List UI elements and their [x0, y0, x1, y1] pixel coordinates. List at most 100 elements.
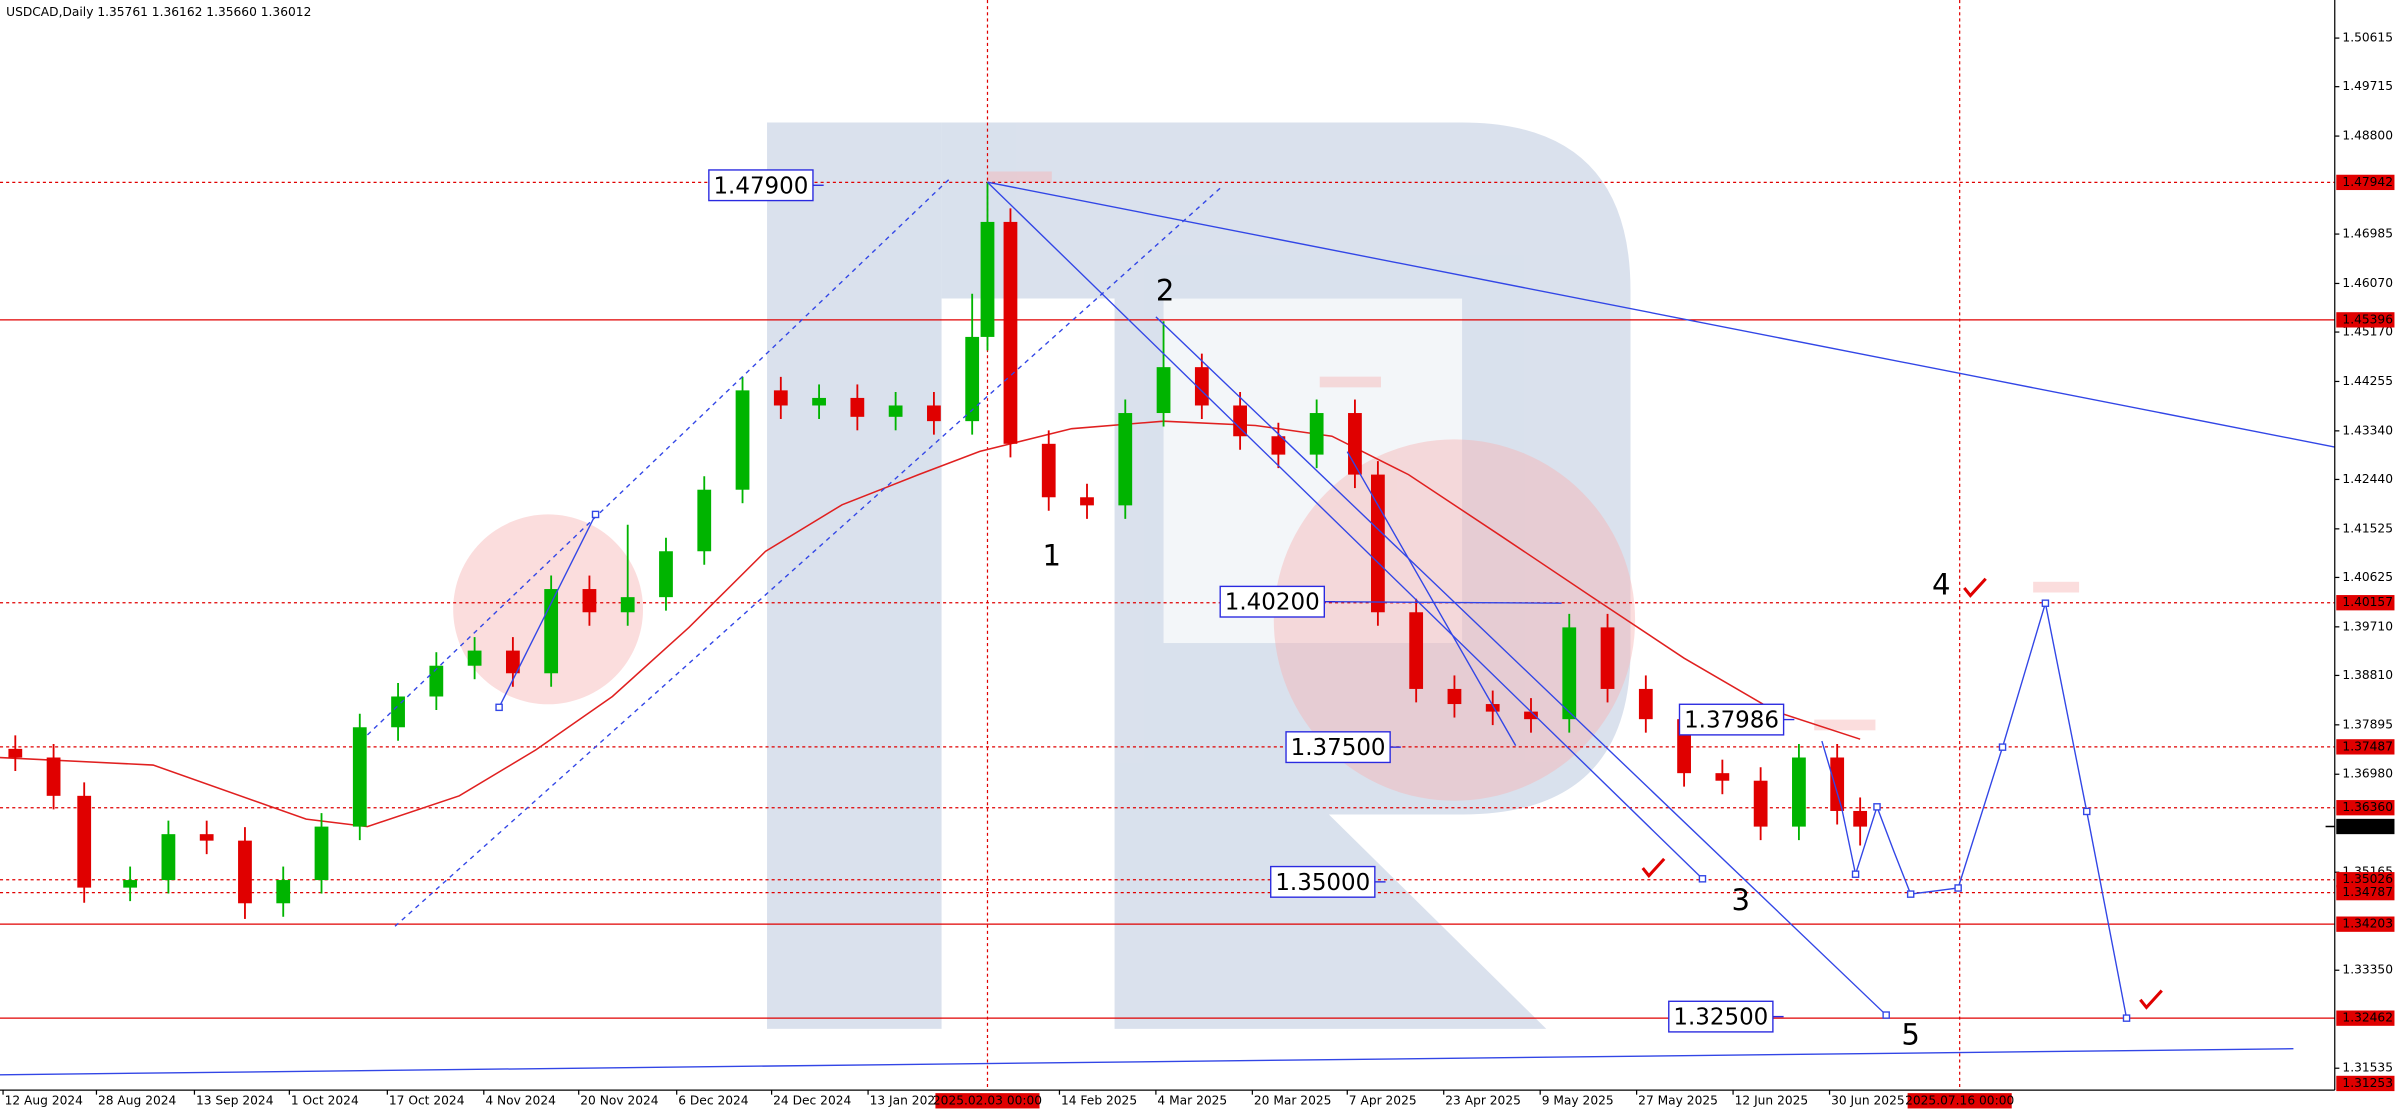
level-price-label: 1.34787 — [2342, 885, 2393, 899]
y-tick-label: 1.31535 — [2342, 1061, 2393, 1075]
y-tick-label: 1.45170 — [2342, 325, 2393, 339]
y-tick-label: 1.50615 — [2342, 31, 2393, 45]
y-tick-label: 1.43340 — [2342, 423, 2393, 437]
chart-header: USDCAD,Daily 1.35761 1.36162 1.35660 1.3… — [6, 5, 311, 19]
x-tick-label: 17 Oct 2024 — [389, 1093, 465, 1107]
y-tick-label: 1.40625 — [2342, 570, 2393, 584]
y-tick-label: 1.49715 — [2342, 79, 2393, 93]
x-tick-label: 13 Jan 2025 — [870, 1093, 943, 1107]
candle-body — [123, 880, 138, 888]
y-tick-label: 1.37895 — [2342, 717, 2393, 731]
check-mark — [2139, 989, 2163, 1010]
candle-body — [199, 834, 214, 841]
candle-body — [505, 650, 520, 674]
candle-body — [46, 757, 61, 796]
logo-mark — [2033, 581, 2080, 593]
y-tick-label: 1.38810 — [2342, 668, 2393, 682]
candle-body — [1194, 367, 1209, 406]
candle-body — [314, 826, 329, 881]
wave-label: 4 — [1932, 567, 1951, 601]
candle-body — [1409, 612, 1424, 689]
candle-body — [1447, 688, 1462, 705]
level-price-box — [2336, 800, 2395, 816]
candle-body — [1715, 773, 1730, 781]
annotation-box — [708, 169, 814, 202]
candle-body — [1524, 711, 1538, 720]
trend-line — [1346, 451, 1517, 746]
annotation-label: 1.40200 — [1225, 590, 1320, 616]
x-tick-label: 1 Oct 2024 — [291, 1093, 359, 1107]
x-tick-label: 14 Feb 2025 — [1061, 1093, 1137, 1107]
wave-label: 1 — [1043, 538, 1062, 572]
x-tick-label: 28 Aug 2024 — [98, 1093, 177, 1107]
forecast-point — [2041, 599, 2050, 607]
time-marker-box — [1907, 1093, 2012, 1109]
level-price-label: 1.45396 — [2342, 312, 2393, 326]
forecast-point — [495, 703, 503, 712]
trend-line — [0, 1048, 2294, 1076]
x-tick-label: 4 Mar 2025 — [1157, 1093, 1227, 1107]
logo-mark — [987, 171, 1052, 183]
check-mark — [1641, 857, 1666, 879]
forecast-point — [1954, 884, 1962, 892]
level-price-label: 1.34203 — [2342, 917, 2393, 931]
candle-body — [1853, 810, 1868, 827]
level-price-box — [2336, 884, 2395, 901]
level-price-box — [2336, 312, 2395, 328]
candle-body — [1271, 436, 1286, 455]
annotation-label: 1.47900 — [713, 173, 808, 199]
logo-mark — [1319, 376, 1381, 388]
candle-body — [812, 397, 826, 406]
forecast-point — [1998, 743, 2007, 751]
x-tick-label: 24 Dec 2024 — [773, 1093, 851, 1107]
current-price-box — [2336, 818, 2395, 835]
x-tick-label: 30 Jun 2025 — [1831, 1093, 1905, 1107]
candle-body — [697, 489, 712, 552]
level-price-box — [2336, 1010, 2395, 1026]
candle-body — [582, 589, 597, 613]
candle-body — [1830, 757, 1845, 811]
y-tick-label: 1.46985 — [2342, 227, 2393, 241]
check-mark — [1963, 577, 1987, 598]
wave-label: 5 — [1901, 1017, 1920, 1051]
logo-mark — [1814, 719, 1876, 731]
candle-body — [1041, 443, 1056, 498]
x-tick-label: 23 Apr 2025 — [1445, 1093, 1521, 1107]
x-tick-label: 12 Aug 2024 — [5, 1093, 84, 1107]
level-price-label: 1.31253 — [2342, 1076, 2393, 1090]
candle-body — [1485, 704, 1500, 712]
overlay: 1.47900 1.40200 1.37986 1.37500 1.35000 1.325… — [708, 169, 1951, 1051]
candle-body — [1003, 221, 1018, 444]
candle-body — [1309, 413, 1324, 455]
candle-body — [1371, 474, 1385, 613]
candle-body — [773, 390, 788, 406]
logo-leg — [1114, 814, 1547, 1029]
annotation-box — [1270, 865, 1376, 898]
x-tick-label: 6 Dec 2024 — [678, 1093, 749, 1107]
trend-line — [1331, 601, 1562, 604]
logo-hole — [1163, 298, 1463, 644]
candle-body — [1638, 688, 1653, 720]
x-tick-label: 27 May 2025 — [1638, 1093, 1718, 1107]
y-tick-label: 1.36980 — [2342, 767, 2393, 781]
candle-body — [735, 390, 750, 490]
candle-body — [1118, 413, 1133, 506]
candle-body — [927, 405, 941, 422]
forecast-points — [495, 510, 2131, 1022]
y-tick-label: 1.33350 — [2342, 963, 2393, 977]
candle-body — [467, 650, 482, 666]
candle-body — [1080, 497, 1094, 506]
candle-body — [77, 795, 92, 888]
candle-body — [888, 405, 903, 417]
level-price-label: 1.32462 — [2342, 1011, 2393, 1025]
x-tick-label: 13 Sep 2024 — [196, 1093, 274, 1107]
level-price-box — [2336, 595, 2395, 611]
x-tick-label: 4 Nov 2024 — [485, 1093, 556, 1107]
wave-label: 2 — [1156, 273, 1175, 307]
candles — [0, 182, 1868, 919]
y-tick-label: 1.46070 — [2342, 276, 2393, 290]
forecast-point — [2122, 1014, 2131, 1022]
time-marker-box — [935, 1093, 1040, 1109]
level-price-label: 1.37487 — [2342, 739, 2393, 753]
